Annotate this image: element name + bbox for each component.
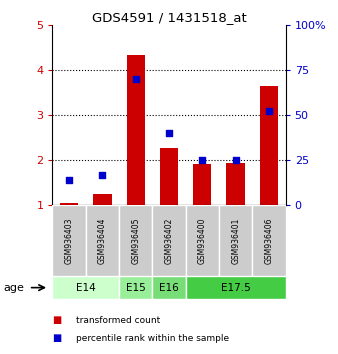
Bar	[119, 276, 152, 299]
Text: E16: E16	[159, 282, 179, 293]
Bar	[226, 163, 245, 205]
Bar	[93, 194, 112, 205]
Bar	[219, 205, 252, 276]
Point	[200, 157, 205, 163]
Text: E14: E14	[76, 282, 96, 293]
Point	[100, 172, 105, 177]
Text: age: age	[3, 282, 24, 293]
Point	[133, 76, 138, 82]
Text: ■: ■	[52, 333, 62, 343]
Text: GSM936401: GSM936401	[231, 217, 240, 264]
Text: GSM936406: GSM936406	[264, 217, 273, 264]
Bar	[86, 205, 119, 276]
Point	[166, 130, 172, 136]
Bar	[126, 56, 145, 205]
Text: GSM936402: GSM936402	[165, 217, 173, 264]
Point	[233, 157, 238, 163]
Point	[66, 177, 72, 183]
Bar	[160, 148, 178, 205]
Bar	[52, 205, 86, 276]
Bar	[252, 205, 286, 276]
Point	[266, 109, 272, 114]
Bar	[193, 164, 212, 205]
Text: GSM936405: GSM936405	[131, 217, 140, 264]
Text: GSM936403: GSM936403	[65, 217, 74, 264]
Text: GSM936404: GSM936404	[98, 217, 107, 264]
Bar	[186, 276, 286, 299]
Bar	[52, 276, 119, 299]
Text: ■: ■	[52, 315, 62, 325]
Text: E15: E15	[126, 282, 146, 293]
Title: GDS4591 / 1431518_at: GDS4591 / 1431518_at	[92, 11, 246, 24]
Bar	[60, 203, 78, 205]
Bar	[186, 205, 219, 276]
Text: percentile rank within the sample: percentile rank within the sample	[76, 333, 229, 343]
Text: transformed count: transformed count	[76, 316, 160, 325]
Bar	[152, 276, 186, 299]
Text: E17.5: E17.5	[221, 282, 250, 293]
Bar	[260, 86, 278, 205]
Text: GSM936400: GSM936400	[198, 217, 207, 264]
Bar	[119, 205, 152, 276]
Bar	[152, 205, 186, 276]
